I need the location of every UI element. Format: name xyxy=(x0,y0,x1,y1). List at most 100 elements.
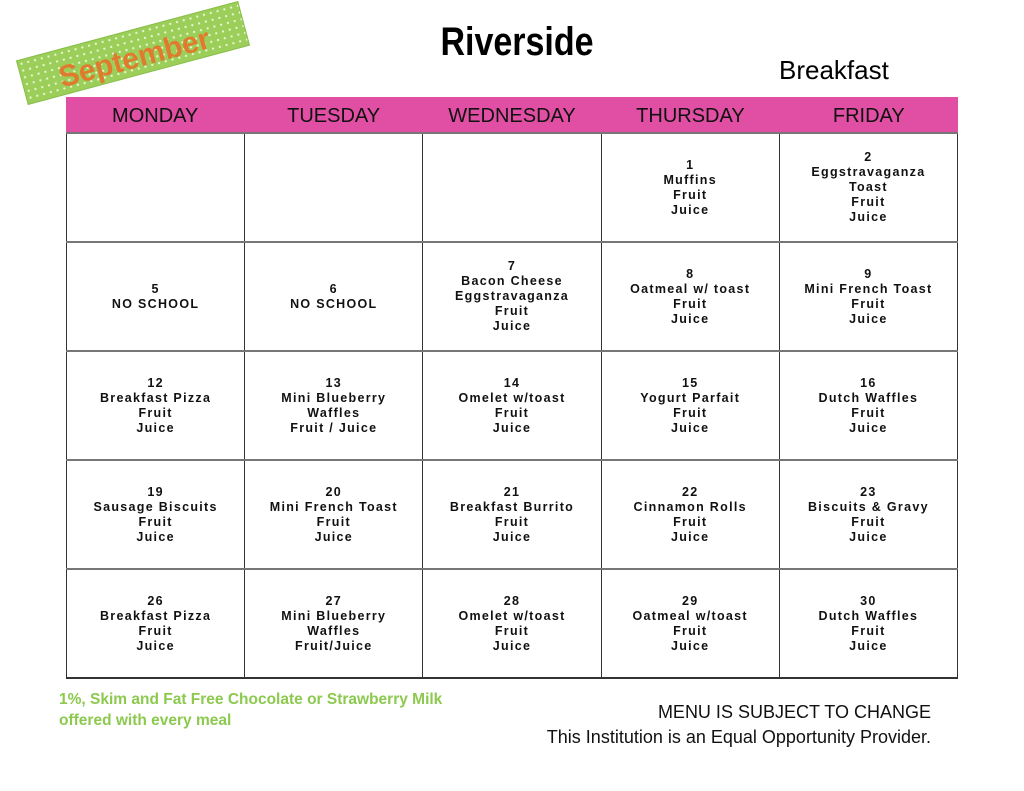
menu-item: Fruit xyxy=(851,405,886,420)
menu-item: Juice xyxy=(136,638,175,653)
menu-item: Oatmeal w/ toast xyxy=(630,281,751,296)
day-cell: 21 Breakfast Burrito Fruit Juice xyxy=(422,461,600,568)
menu-item: Mini Blueberry xyxy=(281,390,387,405)
menu-item: Fruit xyxy=(673,405,708,420)
menu-item: Mini Blueberry xyxy=(281,608,387,623)
day-cell xyxy=(422,134,600,241)
day-number: 12 xyxy=(147,375,164,390)
week-row: 26 Breakfast Pizza Fruit Juice 27 Mini Bluebe… xyxy=(66,568,959,679)
day-number: 21 xyxy=(503,484,521,499)
day-cell: 15 Yogurt Parfait Fruit Juice xyxy=(600,352,779,459)
menu-item: Toast xyxy=(848,180,888,194)
menu-item: Fruit xyxy=(316,514,351,529)
day-header-tuesday: TUESDAY xyxy=(287,105,381,127)
day-cell: 19 Sausage Biscuits Fruit Juice xyxy=(66,461,244,568)
day-number: 13 xyxy=(325,375,343,390)
day-number: 16 xyxy=(860,375,877,390)
menu-item: Eggstravaganza xyxy=(811,165,926,179)
menu-item: Dutch Waffles xyxy=(818,608,919,623)
menu-item: Fruit xyxy=(851,296,886,311)
day-cell: 22 Cinnamon Rolls Fruit Juice xyxy=(600,461,779,568)
school-title: Riverside xyxy=(440,20,594,64)
day-number: 22 xyxy=(681,484,699,499)
day-header-monday: MONDAY xyxy=(112,105,199,127)
day-number: 29 xyxy=(681,593,699,608)
menu-item: Fruit xyxy=(673,623,708,638)
menu-item: Fruit / Juice xyxy=(290,420,378,435)
menu-item: Mini French Toast xyxy=(804,281,933,296)
meal-label: Breakfast xyxy=(779,55,889,85)
menu-item: Cinnamon Rolls xyxy=(633,499,747,514)
menu-item: Juice xyxy=(849,420,888,435)
day-cell: 2 Eggstravaganza Toast Fruit Juice xyxy=(778,134,959,241)
menu-item: Eggstravaganza xyxy=(454,289,570,303)
menu-item: Breakfast Pizza xyxy=(99,608,212,623)
equal-opportunity-notice: This Institution is an Equal Opportunity… xyxy=(546,727,931,747)
menu-item: Fruit/Juice xyxy=(295,638,373,653)
day-number: 19 xyxy=(147,484,164,499)
day-number: 14 xyxy=(503,375,521,390)
day-number: 1 xyxy=(686,157,695,172)
menu-item: Mini French Toast xyxy=(269,499,398,514)
menu-item: Biscuits & Gravy xyxy=(807,499,929,514)
menu-item: Juice xyxy=(849,311,888,326)
notice: MENU IS SUBJECT TO CHANGE This Instituti… xyxy=(547,700,931,750)
day-number: 27 xyxy=(325,593,343,608)
menu-item: Juice xyxy=(670,202,710,217)
week-row: 19 Sausage Biscuits Fruit Juice 20 Mini Frenc… xyxy=(66,459,959,568)
menu-item: Sausage Biscuits xyxy=(93,499,218,514)
day-number: 9 xyxy=(864,266,873,281)
day-cell: 5 NO SCHOOL xyxy=(66,243,244,350)
day-cell: 26 Breakfast Pizza Fruit Juice xyxy=(66,570,244,677)
day-cell: 27 Mini Blueberry Waffles Fruit/Juice xyxy=(244,570,422,677)
menu-item: Fruit xyxy=(851,514,886,529)
menu-item: Fruit xyxy=(138,405,173,420)
menu-item: Breakfast Burrito xyxy=(449,499,575,514)
day-number: 26 xyxy=(147,593,164,608)
weekday-header: MONDAY TUESDAY WEDNESDAY THURSDAY FRIDAY xyxy=(66,97,958,132)
menu-item: Fruit xyxy=(673,187,708,202)
menu-item: Juice xyxy=(670,420,710,435)
menu-item: Juice xyxy=(492,319,532,333)
day-number: 8 xyxy=(686,266,695,281)
milk-note-line: offered with every meal xyxy=(59,712,232,729)
day-number: 15 xyxy=(681,375,699,390)
milk-note-line: 1%, Skim and Fat Free Chocolate or Straw… xyxy=(59,691,443,708)
day-cell xyxy=(66,134,244,241)
day-number: 23 xyxy=(860,484,877,499)
day-number: 20 xyxy=(325,484,343,499)
day-cell: 9 Mini French Toast Fruit Juice xyxy=(778,243,959,350)
menu-item: Fruit xyxy=(494,623,530,638)
day-cell: 8 Oatmeal w/ toast Fruit Juice xyxy=(600,243,779,350)
menu-item: Fruit xyxy=(673,296,708,311)
menu-item: Muffins xyxy=(663,172,717,187)
day-cell: 20 Mini French Toast Fruit Juice xyxy=(244,461,422,568)
day-number: 7 xyxy=(507,259,517,273)
menu-item: Fruit xyxy=(673,514,708,529)
day-cell: 13 Mini Blueberry Waffles Fruit / Juice xyxy=(244,352,422,459)
menu-item: Fruit xyxy=(494,405,530,420)
menu-item: Juice xyxy=(492,420,532,435)
menu-item: Juice xyxy=(849,638,888,653)
menu-item: Fruit xyxy=(851,195,886,209)
menu-item: Fruit xyxy=(138,514,173,529)
menu-item: Juice xyxy=(670,311,710,326)
menu-item: Juice xyxy=(492,529,532,544)
menu-item: Waffles xyxy=(307,405,361,420)
day-cell: 23 Biscuits & Gravy Fruit Juice xyxy=(778,461,959,568)
day-number: 6 xyxy=(329,281,338,296)
menu-item: Juice xyxy=(314,529,354,544)
menu-item: Fruit xyxy=(494,304,530,318)
menu-item: Waffles xyxy=(307,623,361,638)
menu-item: Juice xyxy=(670,529,710,544)
week-row: 5 NO SCHOOL 6 NO SCHOOL 7 Bacon Cheese Eggstra… xyxy=(66,241,959,350)
day-cell: 12 Breakfast Pizza Fruit Juice xyxy=(66,352,244,459)
day-header-thursday: THURSDAY xyxy=(636,105,745,127)
menu-item: NO SCHOOL xyxy=(111,296,200,311)
day-cell xyxy=(244,134,422,241)
day-header-wednesday: WEDNESDAY xyxy=(448,105,576,127)
day-cell: 1 Muffins Fruit Juice xyxy=(600,134,779,241)
day-cell: 7 Bacon Cheese Eggstravaganza Fruit Juice xyxy=(422,243,600,350)
menu-item: Yogurt Parfait xyxy=(640,390,741,405)
